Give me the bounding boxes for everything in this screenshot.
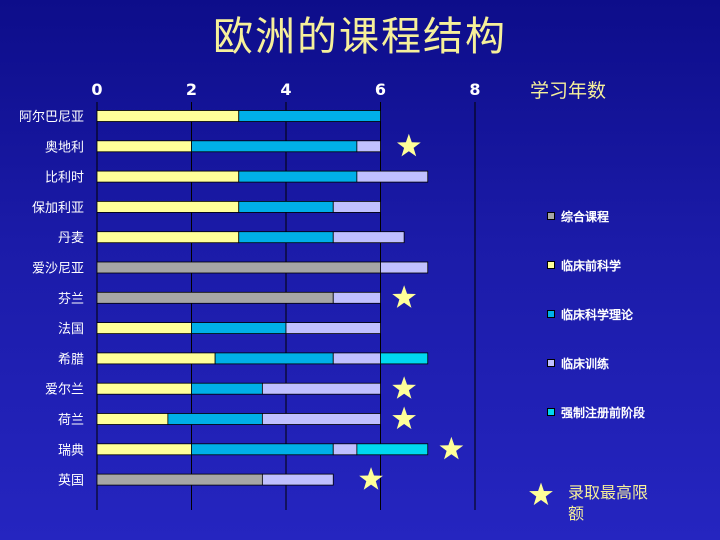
bar-segment — [96, 473, 263, 486]
bar-segment — [238, 170, 358, 183]
legend-item-preclinical: 临床前科学 — [547, 255, 621, 275]
star-icon — [529, 482, 553, 506]
category-label: 荷兰 — [58, 413, 84, 428]
bar-segment — [96, 382, 192, 395]
legend-label: 临床前科学 — [561, 258, 622, 273]
bar-segment — [332, 231, 405, 244]
bar-segment — [238, 200, 334, 213]
x-axis-unit-label: 学习年数 — [530, 80, 607, 102]
bar-segment — [332, 200, 381, 213]
x-tick-label: 0 — [91, 80, 102, 99]
legend-item-comprehensive: 综合课程 — [547, 206, 609, 226]
category-label: 阿尔巴尼亚 — [19, 110, 84, 125]
star-legend: 录取最高限额 — [528, 482, 650, 524]
legend-label: 强制注册前阶段 — [561, 405, 646, 420]
legend-item-clinical-theory: 临床科学理论 — [547, 304, 633, 324]
bar-segment — [96, 200, 240, 213]
bar-segment — [380, 352, 429, 365]
bar-segment — [332, 443, 358, 456]
bar-segment — [261, 382, 381, 395]
category-label: 爱尔兰 — [45, 383, 84, 398]
bar-segment — [167, 413, 263, 425]
category-label: 瑞典 — [58, 443, 84, 458]
bar-segment — [96, 170, 240, 183]
x-tick-label: 6 — [375, 80, 386, 99]
bar-segment — [332, 352, 381, 365]
category-label: 奥地利 — [45, 140, 84, 155]
bar-segment — [96, 291, 334, 304]
legend-swatch — [547, 310, 555, 318]
x-tick-label: 8 — [469, 80, 480, 99]
star-marker — [392, 406, 417, 430]
bar-segment — [96, 231, 240, 244]
legend-label: 综合课程 — [561, 209, 610, 224]
x-tick-label: 4 — [280, 80, 291, 99]
category-label: 爱沙尼亚 — [32, 262, 84, 277]
bar-segment — [238, 110, 381, 122]
legend-item-preregistration: 强制注册前阶段 — [547, 402, 645, 422]
legend-swatch — [547, 408, 555, 416]
category-label: 比利时 — [45, 171, 84, 186]
bar-segment — [191, 322, 287, 335]
bar-segment — [332, 291, 381, 304]
star-marker — [439, 436, 464, 460]
bar-segment — [285, 322, 381, 335]
category-label: 希腊 — [58, 352, 84, 367]
bar-segment — [191, 140, 358, 153]
bar-segment — [96, 110, 240, 122]
star-marker — [396, 133, 421, 157]
legend-label: 临床科学理论 — [561, 307, 634, 322]
legend-item-clinical-training: 临床训练 — [547, 353, 609, 373]
legend-swatch — [547, 261, 555, 269]
star-marker — [392, 285, 417, 308]
legend-label: 临床训练 — [561, 356, 610, 371]
bar-segment — [96, 322, 192, 335]
category-label: 法国 — [58, 322, 84, 337]
bar-segment — [238, 231, 334, 244]
bar-segment — [96, 261, 381, 274]
star-legend-label: 录取最高限额 — [568, 483, 649, 523]
category-label: 芬兰 — [58, 292, 84, 307]
star-marker — [359, 467, 383, 490]
bar-segment — [261, 473, 334, 486]
bar-segment — [191, 443, 334, 456]
category-label: 英国 — [58, 474, 84, 489]
star-marker — [392, 376, 417, 399]
bar-segment — [96, 413, 169, 425]
legend-swatch — [547, 212, 555, 220]
bar-segment — [96, 352, 216, 365]
category-label: 保加利亚 — [32, 201, 84, 216]
bar-segment — [96, 443, 192, 456]
legend-swatch — [547, 359, 555, 367]
bar-segment — [356, 443, 429, 456]
bar-segment — [356, 170, 429, 183]
bar-segment — [261, 413, 381, 425]
bar-segment — [96, 140, 192, 153]
category-label: 丹麦 — [58, 231, 84, 246]
bar-segment — [356, 140, 381, 153]
bar-segment — [191, 382, 263, 395]
x-tick-label: 2 — [186, 80, 197, 99]
slide-title: 欧洲的课程结构 — [213, 14, 507, 60]
bar-segment — [380, 261, 429, 274]
bar-segment — [214, 352, 334, 365]
